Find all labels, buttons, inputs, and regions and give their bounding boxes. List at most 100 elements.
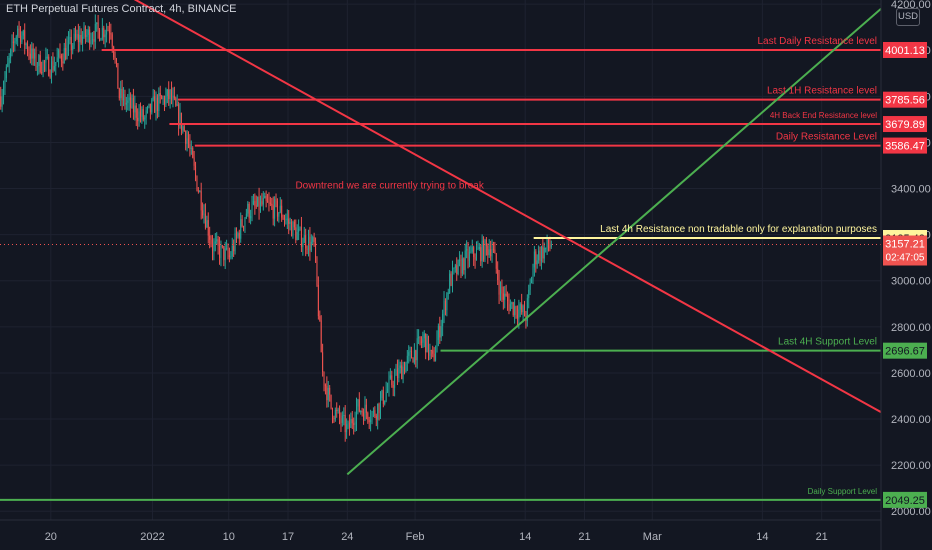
- candle-body: [319, 316, 321, 321]
- candle-body: [200, 191, 202, 211]
- candle-body: [251, 204, 253, 217]
- candle-body: [60, 55, 62, 62]
- candle-body: [433, 353, 435, 361]
- candle-body: [220, 245, 222, 258]
- candle-body: [324, 384, 326, 386]
- candle-body: [402, 366, 404, 380]
- candle-body: [156, 97, 158, 111]
- candle-body: [449, 273, 451, 293]
- candle-body: [526, 298, 528, 321]
- level-price-label: 3586.47: [885, 141, 925, 153]
- candle-body: [261, 201, 263, 205]
- price-tick-label: 2200.00: [891, 460, 931, 472]
- candle-body: [518, 309, 520, 319]
- candle-body: [233, 245, 235, 252]
- candle-body: [12, 41, 14, 43]
- candle-body: [86, 34, 88, 37]
- candle-body: [73, 33, 75, 46]
- candle-body: [378, 403, 380, 414]
- price-tick-label: 3000.00: [891, 276, 931, 288]
- candle-body: [406, 355, 408, 363]
- candle-body: [276, 200, 278, 217]
- level-label: Last 4h Resistance non tradable only for…: [600, 224, 877, 235]
- candle-body: [90, 40, 92, 45]
- candle-body: [11, 41, 13, 50]
- candle-body: [35, 52, 37, 68]
- candle-body: [307, 236, 309, 250]
- candle-body: [310, 241, 312, 251]
- time-tick-label: Mar: [643, 531, 662, 543]
- candle-body: [313, 237, 315, 243]
- candle-body: [183, 126, 185, 132]
- candle-body: [333, 417, 335, 420]
- candle-body: [343, 414, 345, 416]
- candle-body: [347, 422, 349, 425]
- candle-body: [322, 352, 324, 373]
- candle-body: [375, 415, 377, 420]
- price-tick-label: 2600.00: [891, 368, 931, 380]
- candle-body: [440, 326, 442, 338]
- candle-body: [271, 203, 273, 206]
- candle-body: [255, 205, 257, 207]
- candle-body: [296, 232, 298, 241]
- candle-body: [196, 176, 198, 191]
- price-tick-label: 2800.00: [891, 322, 931, 334]
- candle-body: [72, 45, 74, 51]
- candle-body: [238, 233, 240, 239]
- candle-body: [443, 300, 445, 315]
- candle-body: [83, 27, 85, 37]
- time-tick-label: 21: [816, 531, 828, 543]
- candle-body: [549, 246, 551, 248]
- candle-body: [346, 424, 348, 433]
- candle-body: [147, 106, 149, 111]
- candle-body: [128, 97, 130, 101]
- level-price-tag: [883, 91, 927, 108]
- candle-body: [138, 111, 140, 122]
- candle-body: [540, 246, 542, 262]
- candle-body: [262, 198, 264, 205]
- candle-body: [278, 212, 280, 217]
- candle-body: [403, 366, 405, 373]
- candle-body: [413, 350, 415, 363]
- candle-body: [430, 350, 432, 352]
- candle-body: [331, 408, 333, 418]
- candle-body: [7, 63, 9, 67]
- candle-body: [56, 57, 58, 62]
- candle-body: [272, 205, 274, 219]
- candle-body: [104, 34, 106, 38]
- candle-body: [99, 29, 101, 41]
- time-tick-label: 10: [223, 531, 235, 543]
- candle-body: [521, 304, 523, 313]
- candle-body: [48, 56, 50, 76]
- candle-body: [545, 247, 547, 249]
- candle-body: [111, 34, 113, 47]
- candle-body: [367, 412, 369, 420]
- candle-body: [107, 30, 109, 32]
- candle-body: [435, 352, 437, 361]
- currency-button[interactable]: USD: [896, 8, 920, 26]
- candle-body: [412, 358, 414, 363]
- candle-body: [97, 22, 99, 30]
- time-tick-label: 20: [45, 531, 57, 543]
- candle-body: [326, 385, 328, 401]
- time-axis[interactable]: 20 2022 10 17 24 Feb 14 21 Mar 14 21: [0, 519, 881, 543]
- candle-body: [130, 97, 132, 108]
- candle-body: [536, 260, 538, 265]
- candle-body: [529, 283, 531, 290]
- candle-body: [117, 63, 119, 89]
- candle-body: [384, 400, 386, 404]
- candle-body: [192, 147, 194, 158]
- candle-body: [543, 248, 545, 259]
- candle-body: [93, 38, 95, 42]
- candle-body: [370, 419, 372, 423]
- candle-body: [351, 418, 353, 424]
- candle-body: [460, 259, 462, 274]
- candle-body: [446, 293, 448, 311]
- candle-body: [300, 227, 302, 248]
- candle-body: [135, 105, 137, 118]
- candle-body: [350, 418, 352, 428]
- candle-body: [94, 23, 96, 42]
- price-tick-label: 2000.00: [891, 506, 931, 518]
- candle-body: [360, 411, 362, 413]
